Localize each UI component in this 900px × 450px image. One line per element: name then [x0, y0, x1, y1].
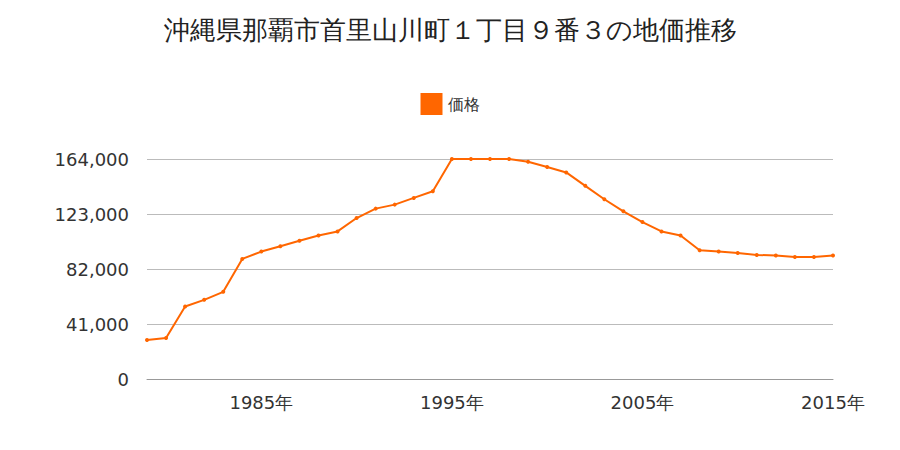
svg-text:41,000: 41,000: [66, 314, 129, 335]
svg-text:0: 0: [118, 369, 129, 390]
svg-text:沖縄県那覇市首里山川町１丁目９番３の地価推移: 沖縄県那覇市首里山川町１丁目９番３の地価推移: [164, 15, 737, 45]
svg-text:価格: 価格: [448, 95, 480, 114]
svg-text:2015年: 2015年: [801, 392, 865, 413]
svg-text:123,000: 123,000: [55, 204, 129, 225]
svg-text:1995年: 1995年: [420, 392, 484, 413]
svg-text:2005年: 2005年: [611, 392, 675, 413]
svg-text:164,000: 164,000: [55, 149, 129, 170]
svg-text:82,000: 82,000: [66, 259, 129, 280]
svg-text:1985年: 1985年: [229, 392, 293, 413]
